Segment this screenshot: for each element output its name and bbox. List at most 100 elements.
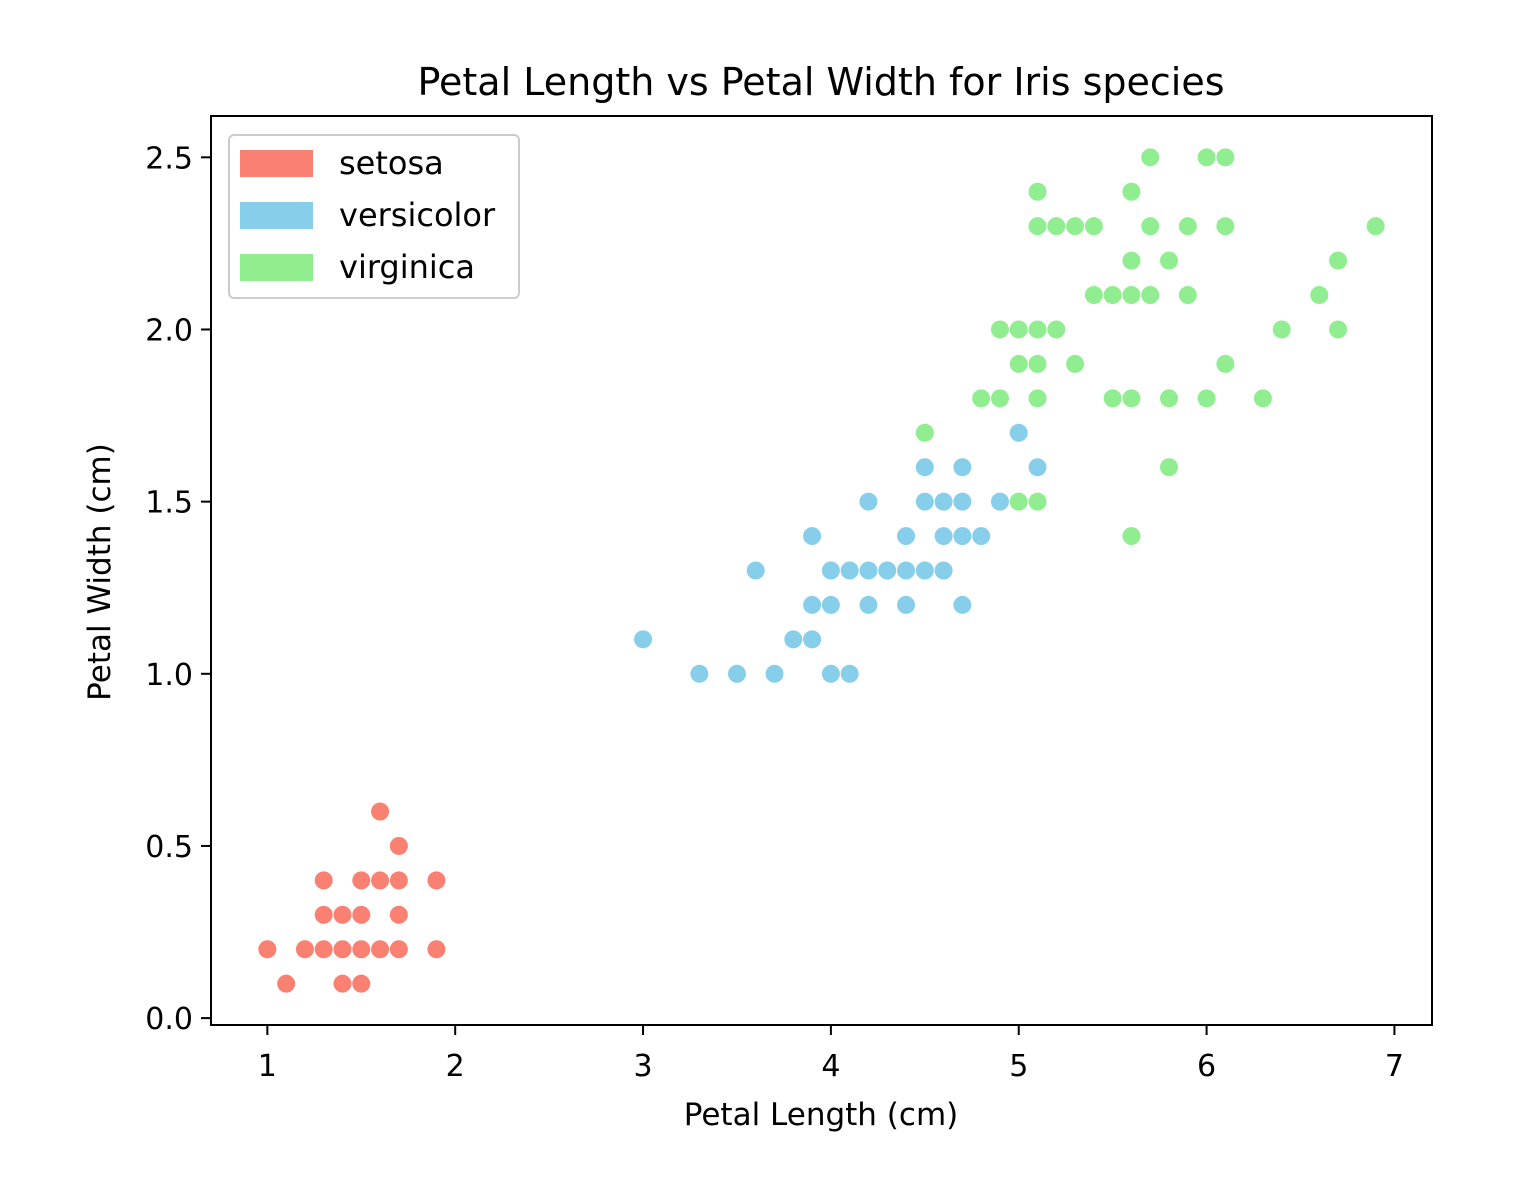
data-point [295,940,314,959]
data-point [1122,527,1141,546]
y-tick-label: 0.5 [145,830,193,865]
data-point [1216,217,1235,236]
y-tick-label: 1.0 [145,658,193,693]
data-point [1009,423,1028,442]
data-point [803,630,822,649]
data-point [352,974,371,993]
data-point [1160,251,1179,270]
data-point [1122,286,1141,305]
data-point [371,871,390,890]
data-point [972,527,991,546]
data-point [990,492,1009,511]
legend-item-setosa: setosa [240,144,444,182]
data-point [1028,217,1047,236]
y-tick-label: 2.5 [145,141,193,176]
data-point [934,492,953,511]
data-point [803,527,822,546]
data-point [897,561,916,580]
data-point [1028,354,1047,373]
data-point [784,630,803,649]
data-point [389,905,408,924]
data-point [314,905,333,924]
x-tick-label: 4 [821,1049,840,1084]
y-axis-ticks: 0.0 0.5 1.0 1.5 2.0 2.5 [145,141,211,1037]
y-tick-label: 0.0 [145,1002,193,1037]
data-point [821,595,840,614]
legend-item-virginica: virginica [240,248,475,286]
data-point [990,320,1009,339]
data-point [915,423,934,442]
y-tick-label: 2.0 [145,313,193,348]
data-point [1178,217,1197,236]
data-point [1047,217,1066,236]
data-point [1103,286,1122,305]
data-point [1178,286,1197,305]
legend: setosa versicolor virginica [228,134,520,299]
data-point [953,527,972,546]
data-point [1122,389,1141,408]
legend-swatch [240,254,313,281]
data-point [427,871,446,890]
data-point [821,561,840,580]
data-point [821,664,840,683]
data-point [371,802,390,821]
x-axis-label: Petal Length (cm) [684,1097,959,1133]
series-versicolor [634,423,1047,683]
legend-item-versicolor: versicolor [240,196,496,234]
data-point [915,561,934,580]
data-point [333,974,352,993]
data-point [1329,251,1348,270]
data-point [314,871,333,890]
data-point [1028,458,1047,477]
data-point [389,940,408,959]
data-point [277,974,296,993]
x-tick-label: 5 [1009,1049,1028,1084]
data-point [727,664,746,683]
data-point [352,871,371,890]
data-point [765,664,784,683]
plot-frame [210,115,1433,1026]
series-virginica [915,148,1385,546]
data-point [1329,320,1348,339]
series-setosa [258,802,446,993]
data-point [915,458,934,477]
legend-label: virginica [339,248,475,286]
data-point [1197,389,1216,408]
data-point [1028,389,1047,408]
data-point [1084,286,1103,305]
data-point [859,595,878,614]
data-point [1122,182,1141,201]
y-axis-label: Petal Width (cm) [82,443,118,701]
data-point [878,561,897,580]
legend-label: setosa [339,144,444,182]
data-point [746,561,765,580]
data-point [1310,286,1329,305]
data-point [1009,320,1028,339]
data-point [934,561,953,580]
x-tick-label: 7 [1385,1049,1404,1084]
data-point [427,940,446,959]
data-point [1197,148,1216,167]
x-tick-label: 1 [258,1049,277,1084]
data-point [1009,492,1028,511]
data-point [333,940,352,959]
data-point [1160,458,1179,477]
data-point [371,940,390,959]
x-tick-label: 3 [633,1049,652,1084]
data-point [1253,389,1272,408]
data-point [840,561,859,580]
data-point [314,940,333,959]
x-tick-label: 6 [1197,1049,1216,1084]
data-point [1141,286,1160,305]
legend-items: setosa versicolor virginica [240,144,496,286]
x-tick-label: 2 [446,1049,465,1084]
data-point [389,871,408,890]
data-point [1066,217,1085,236]
data-point [1028,320,1047,339]
data-point [1084,217,1103,236]
data-point [934,527,953,546]
data-point [1141,217,1160,236]
data-point [897,527,916,546]
data-point [333,905,352,924]
